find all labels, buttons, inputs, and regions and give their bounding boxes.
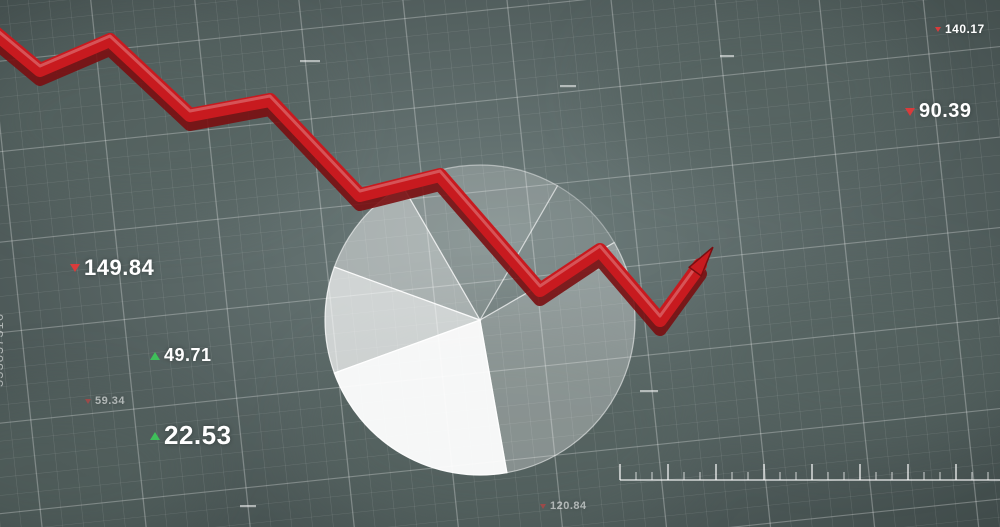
ticker-number: 22.53 [164,420,232,451]
arrow-down-icon [85,399,91,404]
ticker-value: 140.17 [935,22,985,36]
watermark-text: 553857316 [0,313,6,387]
hud-dash [640,390,658,392]
ticker-number: 49.71 [164,345,212,366]
hud-dash [720,55,734,57]
arrow-down-icon [70,264,80,272]
financial-chart-scene: 553857316 140.17 90.39 149.84 49.71 59.34 22.… [0,0,1000,527]
hud-dash [240,505,256,507]
arrow-down-icon [540,504,546,509]
ticker-value: 59.34 [85,395,125,407]
hud-dash [300,60,320,62]
ticker-value: 149.84 [70,255,154,281]
ticker-number: 149.84 [84,255,154,281]
arrow-down-icon [935,27,941,32]
hud-dash [560,85,576,87]
ticker-value: 22.53 [150,420,232,451]
ticker-number: 59.34 [95,395,125,407]
arrow-up-icon [150,352,160,360]
ticker-value: 120.84 [540,500,587,512]
arrow-down-icon [905,108,915,116]
ticker-number: 90.39 [919,100,972,123]
ticker-number: 120.84 [550,500,587,512]
ticker-value: 49.71 [150,345,212,366]
arrow-up-icon [150,432,160,440]
ticker-value: 90.39 [905,100,972,123]
ticker-number: 140.17 [945,22,985,36]
